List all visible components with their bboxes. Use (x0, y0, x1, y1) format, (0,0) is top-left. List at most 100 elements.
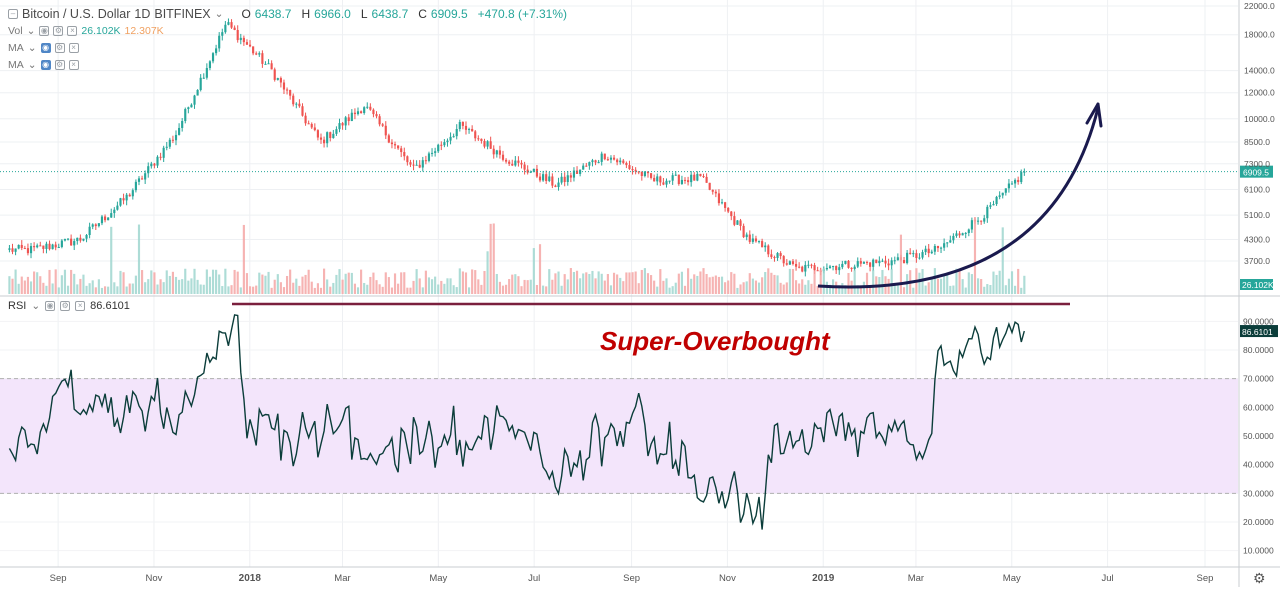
candle (733, 216, 736, 225)
trend-arrow (817, 107, 1100, 289)
arrow-head (1085, 102, 1103, 128)
volume-bar (125, 286, 128, 294)
candle (393, 144, 397, 146)
settings-icon[interactable]: ⚙ (54, 42, 65, 53)
volume-bar (187, 280, 190, 294)
candle (995, 196, 998, 205)
close-icon[interactable]: × (67, 25, 78, 36)
candle (921, 252, 924, 258)
candle (113, 209, 116, 214)
volume-bar (190, 278, 193, 294)
candle (563, 176, 566, 183)
time-tick-label: 2019 (812, 573, 835, 584)
volume-bar (452, 285, 455, 294)
rsi-tick-label: 50.0000 (1243, 431, 1274, 441)
settings-icon[interactable]: ⚙ (54, 59, 65, 70)
candle (893, 260, 896, 262)
candle (397, 145, 400, 149)
ma2-row: MA ⌄ ◉ ⚙ × (8, 56, 567, 73)
candle (687, 180, 690, 183)
volume-bar (696, 275, 699, 294)
volume-bar (807, 280, 810, 294)
chevron-down-icon[interactable]: ⌄ (27, 41, 37, 54)
volume-bar (566, 279, 569, 294)
candle (1014, 179, 1017, 184)
price-tick-label: 18000.0 (1244, 30, 1275, 40)
candle (881, 260, 884, 262)
candle (54, 244, 57, 248)
volume-bar (344, 273, 347, 294)
rsi-label[interactable]: RSI (8, 300, 27, 312)
volume-bar (82, 274, 85, 294)
chevron-down-icon[interactable]: ⌄ (26, 24, 36, 37)
volume-bar (174, 276, 178, 294)
volume-tag-label: 26.102K (1242, 280, 1274, 290)
settings-icon[interactable]: ⚙ (60, 301, 71, 311)
volume-bar (199, 284, 202, 294)
volume-bar (600, 273, 603, 294)
candle (174, 134, 178, 141)
volume-bar (400, 272, 403, 294)
collapse-icon[interactable]: – (8, 8, 18, 19)
candle (381, 124, 384, 126)
vol-label[interactable]: Vol (8, 24, 23, 37)
volume-bar (406, 287, 409, 294)
candle (720, 202, 724, 204)
candle (489, 141, 492, 149)
volume-bar (724, 282, 727, 294)
candle (285, 89, 289, 91)
eye-icon[interactable]: ◉ (40, 42, 51, 53)
candle (131, 190, 134, 197)
eye-icon[interactable]: ◉ (40, 59, 51, 70)
volume-bar (955, 268, 958, 294)
gear-icon[interactable]: ⚙ (1253, 570, 1266, 586)
candle (680, 179, 683, 184)
price-tick-label: 22000.0 (1244, 1, 1275, 11)
settings-icon[interactable]: ⚙ (53, 25, 64, 36)
volume-bar (612, 272, 616, 294)
candle (554, 185, 557, 188)
candle (810, 264, 813, 266)
volume-bar (279, 282, 282, 294)
interval-label[interactable]: 1D (134, 6, 151, 21)
candle (187, 107, 190, 110)
ma1-label[interactable]: MA (8, 41, 24, 54)
ma2-label[interactable]: MA (8, 58, 24, 71)
volume-bar (545, 286, 548, 294)
close-icon[interactable]: × (75, 301, 86, 311)
candle (369, 106, 372, 110)
rsi-line (8, 314, 1025, 530)
ma1-row: MA ⌄ ◉ ⚙ × (8, 39, 567, 56)
chevron-down-icon[interactable]: ⌄ (214, 7, 224, 20)
candle (248, 44, 252, 47)
open-key: O (241, 6, 251, 21)
candle (156, 156, 159, 166)
candle (122, 198, 125, 201)
volume-bar (674, 282, 677, 294)
chevron-down-icon[interactable]: ⌄ (31, 300, 41, 312)
volume-bar (705, 273, 708, 294)
candle (520, 162, 523, 165)
chevron-down-icon[interactable]: ⌄ (27, 58, 37, 71)
candle (412, 164, 415, 166)
volume-bar (930, 279, 933, 294)
close-icon[interactable]: × (68, 59, 79, 70)
candle (33, 246, 36, 248)
candle (292, 95, 295, 105)
eye-icon[interactable]: ◉ (45, 301, 56, 311)
volume-bar (14, 269, 17, 294)
candle (643, 171, 646, 176)
volume-bar (153, 272, 156, 294)
candle (48, 243, 51, 250)
candle (958, 233, 961, 236)
volume-bar (156, 284, 159, 294)
candle (699, 173, 702, 177)
price-tick-label: 8500.0 (1244, 137, 1270, 147)
eye-icon[interactable]: ◉ (39, 25, 50, 36)
candle (677, 174, 680, 184)
candle (727, 207, 730, 212)
volume-bar (495, 273, 498, 294)
close-icon[interactable]: × (68, 42, 79, 53)
